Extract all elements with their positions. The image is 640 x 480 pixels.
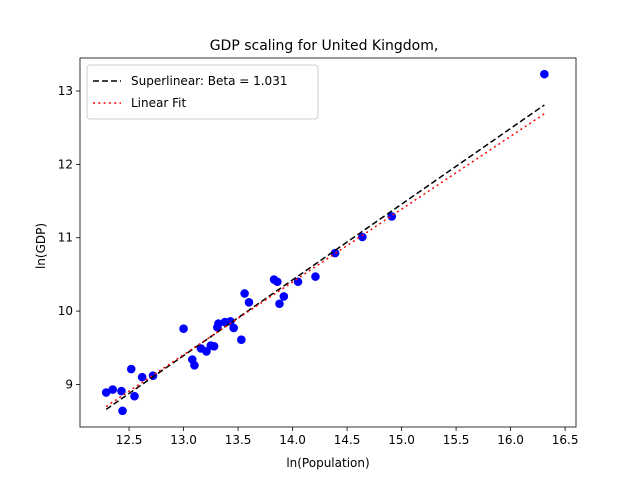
data-point [240,289,249,298]
plot-area: 12.5 13.0 13.5 14.0 14.5 15.0 15.5 16.0 16.5 9 10 1… [58,57,579,447]
data-point [214,319,223,328]
x-tick-label: 14.0 [279,433,306,447]
x-tick-label: 14.5 [334,433,361,447]
data-point [275,299,284,309]
x-tick-label: 16.0 [497,433,524,447]
data-point [330,248,340,258]
data-point [202,347,211,356]
legend: Superlinear: Beta = 1.031 Linear Fit [86,64,319,120]
y-tick-label: 10 [58,304,73,318]
x-tick-label: 13.0 [170,433,197,447]
axes-frame [79,57,577,428]
data-point [358,232,367,242]
legend-label: Superlinear: Beta = 1.031 [131,74,287,88]
data-point [190,361,199,370]
x-tick-label: 16.5 [552,433,579,447]
data-point [311,272,320,281]
legend-label: Linear Fit [131,96,186,110]
data-point [130,391,139,401]
y-axis-label: ln(GDP) [34,223,48,269]
chart-title: GDP scaling for United Kingdom, [210,38,439,54]
data-point [540,69,549,79]
y-tick-label: 12 [58,157,73,171]
data-point [226,317,235,326]
x-tick-label: 12.5 [116,433,143,447]
data-point [137,372,147,382]
series-group [101,69,549,416]
data-point [273,277,282,287]
x-tick-label: 15.0 [388,433,415,447]
y-tick-label: 11 [58,231,73,245]
data-point [179,324,188,333]
data-point [244,297,254,307]
data-point [101,388,111,397]
data-point [117,386,126,396]
x-tick-label: 15.5 [443,433,470,447]
y-tick-label: 9 [65,377,73,391]
data-point [209,342,219,351]
data-point [108,385,118,394]
x-axis-label: ln(Population) [286,456,369,470]
y-tick-label: 13 [58,84,73,98]
x-tick-label: 13.5 [225,433,252,447]
data-point [279,292,289,301]
data-point [229,323,239,333]
legend-box [86,64,319,120]
data-point [118,406,127,416]
data-point [237,335,246,345]
superlinear-fit-line [105,104,545,411]
data-point [126,364,136,374]
